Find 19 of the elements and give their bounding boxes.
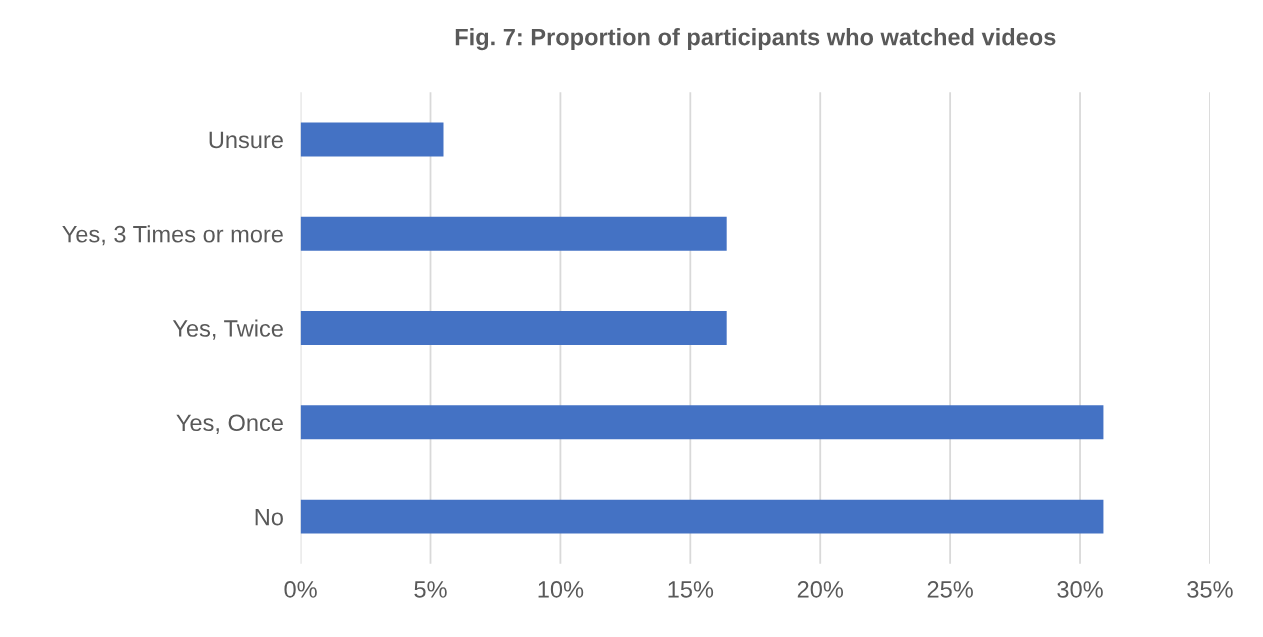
bar	[300, 216, 727, 251]
bar	[300, 405, 1104, 440]
y-tick-label: Unsure	[209, 131, 283, 149]
bar	[300, 499, 1104, 534]
x-tick-label: 35%	[1187, 581, 1233, 598]
y-tick-label: No	[255, 508, 283, 526]
x-tick-label: 15%	[668, 581, 714, 598]
x-tick-label: 5%	[414, 581, 447, 598]
bar	[300, 311, 727, 346]
x-tick-label: 30%	[1057, 581, 1103, 598]
chart-title: Fig. 7: Proportion of participants who watched videos	[455, 28, 1056, 51]
y-tick-label: Yes, Once	[176, 414, 283, 434]
y-tick-label: Yes, 3 Times or more	[62, 225, 283, 246]
x-tick-label: 0%	[284, 581, 317, 598]
x-tick-label: 25%	[927, 581, 973, 598]
x-tick-label: 20%	[797, 581, 844, 598]
x-tick-label: 10%	[538, 581, 584, 598]
bar	[300, 122, 444, 157]
y-tick-label: Yes, Twice	[172, 319, 283, 340]
